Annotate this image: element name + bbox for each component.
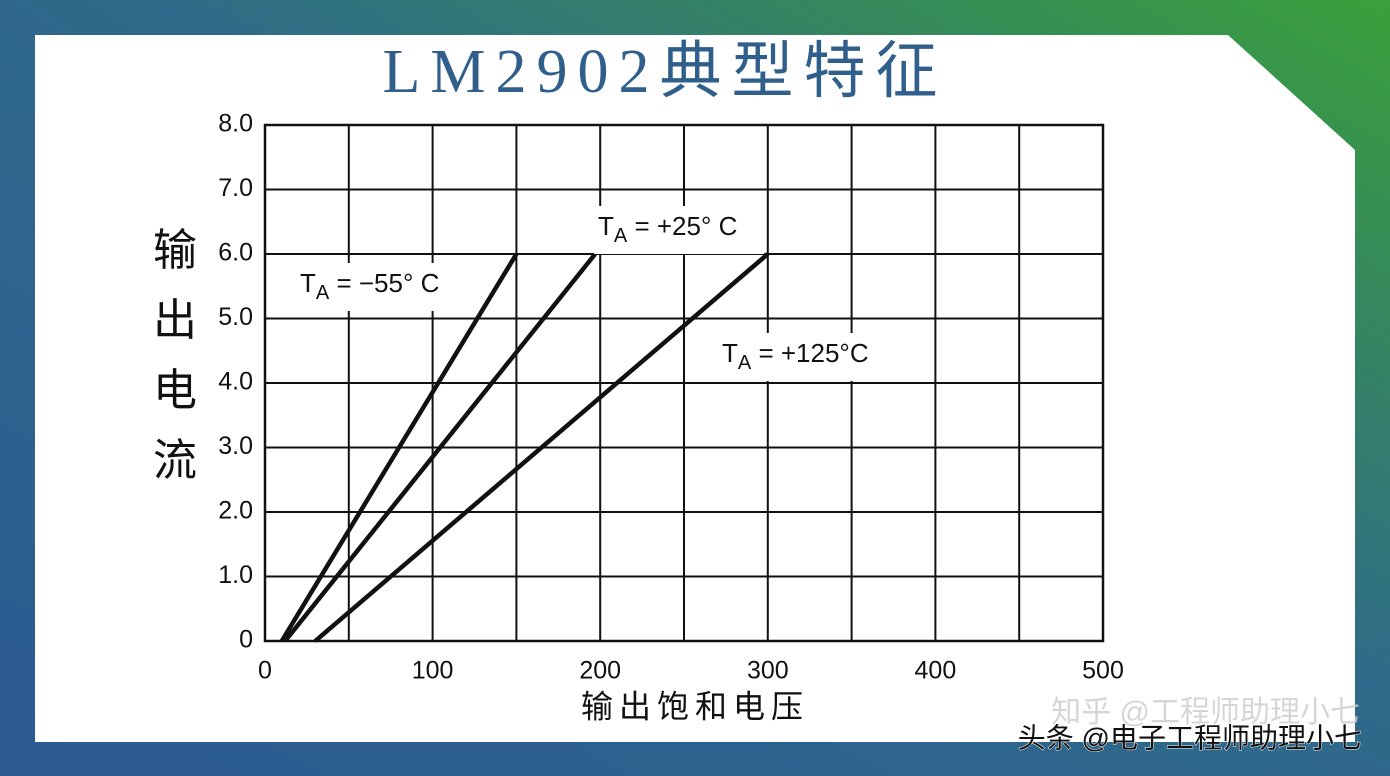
label-bg [594,206,764,254]
series-line [279,252,519,643]
y-tick-label: 5.0 [218,303,253,331]
x-tick-label: 400 [915,657,957,685]
series-label: TA = +25° C [598,211,737,247]
chart-title: LM2902典型特征 [382,38,947,106]
y-tick-label: 7.0 [218,174,253,202]
x-axis-label: 输出饱和电压 [581,688,809,724]
y-axis-label: 出 [153,296,197,345]
series-label: TA = +125°C [722,338,869,374]
x-tick-label: 500 [1082,657,1124,685]
x-tick-label: 200 [579,657,621,685]
y-tick-label: 3.0 [218,432,253,460]
x-tick-label: 100 [412,657,454,685]
watermark: 知乎 @工程师助理小七 [1051,696,1360,729]
y-axis-label: 流 [153,436,197,485]
plot-border [263,123,1105,643]
x-tick-label: 300 [747,657,789,685]
series-line [313,252,770,643]
label-bg [718,333,888,381]
y-tick-label: 0 [239,626,253,654]
y-tick-label: 1.0 [218,561,253,589]
watermark: 头条 @电子工程师助理小七 [1018,722,1362,753]
y-tick-label: 8.0 [218,110,253,138]
y-tick-label: 2.0 [218,497,253,525]
series-line [283,252,597,643]
y-axis-label: 电 [153,366,197,415]
x-tick-label: 0 [258,657,272,685]
series-label: TA = −55° C [300,268,439,304]
y-tick-label: 6.0 [218,239,253,267]
y-axis-label: 输 [153,226,197,275]
y-tick-label: 4.0 [218,368,253,396]
label-bg [296,263,466,311]
panel [35,35,1355,742]
